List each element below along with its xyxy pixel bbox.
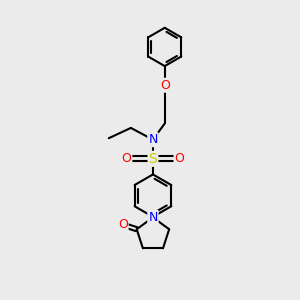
Text: N: N bbox=[148, 133, 158, 146]
Text: O: O bbox=[175, 152, 184, 165]
Text: O: O bbox=[160, 79, 170, 92]
Text: N: N bbox=[148, 211, 158, 224]
Text: O: O bbox=[122, 152, 131, 165]
Text: O: O bbox=[118, 218, 128, 231]
Text: S: S bbox=[148, 152, 157, 166]
